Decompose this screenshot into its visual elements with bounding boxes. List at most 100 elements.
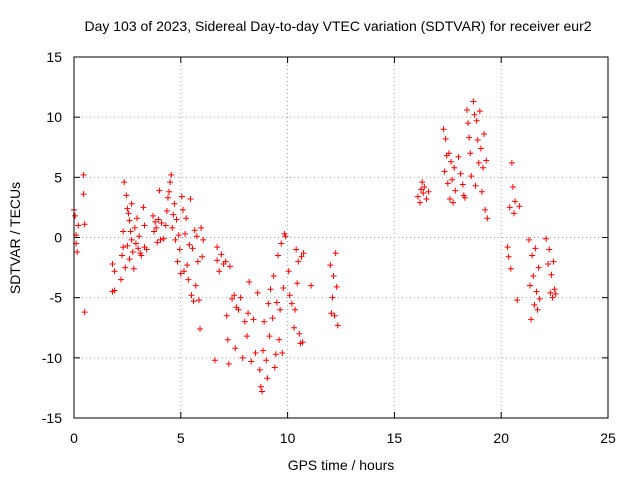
data-point bbox=[332, 250, 339, 257]
data-point bbox=[222, 258, 229, 265]
data-point bbox=[473, 117, 480, 124]
y-tick-label: 5 bbox=[54, 169, 62, 185]
data-point bbox=[185, 276, 192, 283]
data-point bbox=[226, 263, 233, 270]
data-point bbox=[120, 244, 127, 251]
data-point bbox=[483, 157, 490, 164]
data-point bbox=[457, 170, 464, 177]
data-point bbox=[218, 251, 225, 258]
data-point bbox=[225, 360, 232, 367]
data-point bbox=[152, 218, 159, 225]
data-point bbox=[552, 291, 559, 298]
data-point bbox=[327, 262, 334, 269]
x-tick-label: 10 bbox=[280, 430, 296, 446]
data-point bbox=[178, 193, 185, 200]
data-point bbox=[532, 245, 539, 252]
data-point bbox=[169, 224, 176, 231]
data-point bbox=[74, 248, 81, 255]
data-point bbox=[166, 188, 173, 195]
data-point bbox=[244, 333, 251, 340]
data-point bbox=[545, 260, 552, 267]
data-point bbox=[184, 262, 191, 269]
data-point bbox=[241, 318, 248, 325]
data-point bbox=[126, 217, 133, 224]
data-point bbox=[143, 246, 150, 253]
y-tick-label: 0 bbox=[54, 230, 62, 246]
plot-frame bbox=[73, 56, 609, 419]
data-point bbox=[248, 358, 255, 365]
data-point bbox=[467, 150, 474, 157]
grid-lines bbox=[74, 57, 608, 418]
data-point bbox=[151, 228, 158, 235]
data-point bbox=[75, 222, 82, 229]
data-point bbox=[198, 224, 205, 231]
data-point bbox=[109, 260, 116, 267]
data-point bbox=[261, 318, 268, 325]
data-point bbox=[504, 244, 511, 251]
data-point bbox=[257, 383, 264, 390]
data-point bbox=[81, 221, 88, 228]
data-point bbox=[250, 316, 257, 323]
data-point bbox=[117, 276, 124, 283]
data-point bbox=[418, 186, 425, 193]
data-point bbox=[291, 324, 298, 331]
data-point bbox=[423, 195, 430, 202]
data-point bbox=[254, 289, 261, 296]
data-point bbox=[288, 300, 295, 307]
data-point bbox=[200, 236, 207, 243]
data-point bbox=[445, 150, 452, 157]
data-point bbox=[272, 351, 279, 358]
data-point bbox=[252, 350, 259, 357]
data-point bbox=[465, 120, 472, 127]
data-point bbox=[450, 199, 457, 206]
data-point bbox=[154, 239, 161, 246]
data-point bbox=[440, 126, 447, 133]
data-point bbox=[444, 180, 451, 187]
data-point bbox=[81, 309, 88, 316]
data-point bbox=[141, 222, 148, 229]
data-point bbox=[442, 135, 449, 142]
data-point bbox=[214, 244, 221, 251]
data-point bbox=[191, 227, 198, 234]
data-point bbox=[126, 256, 133, 263]
data-point bbox=[278, 240, 285, 247]
data-point bbox=[157, 236, 164, 243]
data-point bbox=[274, 252, 281, 259]
data-point bbox=[331, 312, 338, 319]
data-point bbox=[239, 354, 246, 361]
data-point bbox=[167, 179, 174, 186]
x-tick-label: 15 bbox=[387, 430, 403, 446]
data-point bbox=[214, 257, 221, 264]
data-point bbox=[235, 306, 242, 313]
data-point bbox=[174, 258, 181, 265]
data-point bbox=[480, 164, 487, 171]
data-point bbox=[138, 252, 145, 259]
data-point bbox=[477, 145, 484, 152]
data-point bbox=[471, 111, 478, 118]
data-point bbox=[186, 241, 193, 248]
data-point bbox=[223, 312, 230, 319]
data-point bbox=[334, 322, 341, 329]
data-point bbox=[150, 212, 157, 219]
data-point bbox=[466, 134, 473, 141]
data-point bbox=[482, 206, 489, 213]
data-point bbox=[264, 375, 271, 382]
data-point bbox=[125, 210, 132, 217]
data-point bbox=[124, 242, 131, 249]
data-point bbox=[548, 271, 555, 278]
data-point bbox=[506, 204, 513, 211]
y-tick-label: -10 bbox=[42, 350, 62, 366]
data-point bbox=[237, 294, 244, 301]
data-point bbox=[266, 333, 273, 340]
data-point bbox=[484, 215, 491, 222]
data-point bbox=[179, 206, 186, 213]
data-point bbox=[546, 246, 553, 253]
data-point bbox=[285, 268, 292, 275]
data-point bbox=[269, 315, 276, 322]
data-point bbox=[123, 192, 130, 199]
data-point bbox=[173, 216, 180, 223]
data-point bbox=[267, 286, 274, 293]
data-point bbox=[516, 203, 523, 210]
data-point bbox=[470, 98, 477, 105]
